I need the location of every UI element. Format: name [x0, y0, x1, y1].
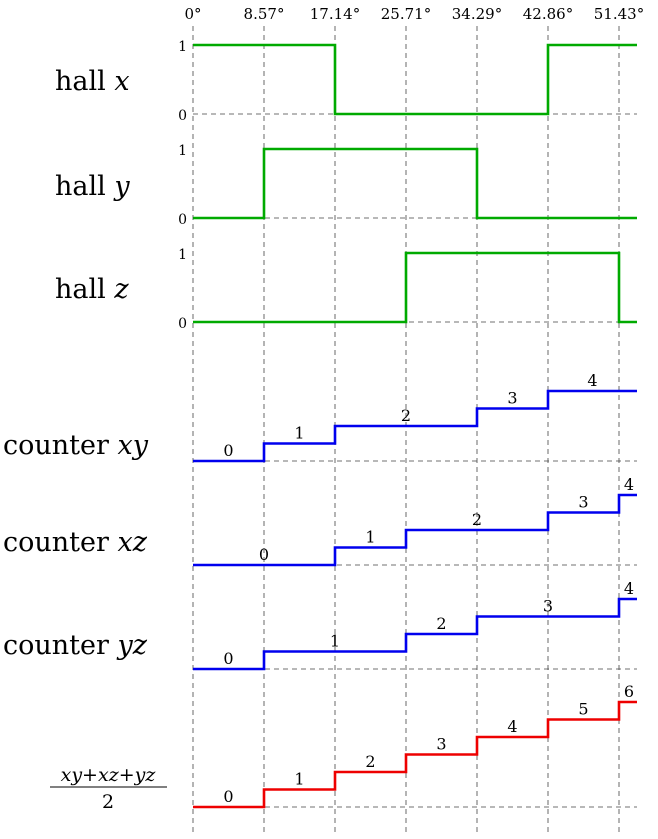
counter-yz-step-label: 4	[624, 579, 634, 598]
hall-row-y: 1 0 hall y	[55, 143, 637, 228]
counter-row-xy: 0 1 2 3 4 counter xy	[3, 371, 637, 463]
counter-row-xz: 0 1 2 3 4 counter xz	[3, 475, 637, 567]
hall-row-x: 1 0 hall x	[55, 39, 637, 124]
sum-row: 0 1 2 3 4 5 6 xy+xz+yz 2	[50, 682, 637, 813]
counter-row-yz: 0 1 2 3 4 counter yz	[3, 579, 637, 671]
counter-xz-step-label: 2	[472, 510, 482, 529]
sum-step-label: 3	[436, 735, 446, 754]
counter-xz-step-label: 0	[259, 545, 269, 564]
counter-xy-step-label: 4	[587, 371, 597, 390]
angle-tick-label: 17.14°	[310, 5, 360, 23]
angle-tick-label: 51.43°	[594, 5, 644, 23]
counter-xy-step-label: 2	[401, 406, 411, 425]
sum-step-label: 4	[507, 717, 517, 736]
counter-row-label: counter xz	[3, 527, 148, 558]
counter-xz-step-label: 1	[365, 528, 375, 547]
hall-high-label: 1	[178, 247, 187, 263]
hall-low-label: 0	[178, 108, 187, 124]
hall-row-label: hall x	[55, 66, 130, 97]
counter-yz-step-label: 1	[330, 632, 340, 651]
hall-row-z: 1 0 hall z	[55, 247, 637, 332]
counter-yz-step-label: 2	[436, 614, 446, 633]
angle-tick-labels: 0° 8.57° 17.14° 25.71° 34.29° 42.86° 51.43°	[184, 5, 644, 23]
hall-high-label: 1	[178, 39, 187, 55]
angle-tick-label: 42.86°	[523, 5, 573, 23]
counter-xz-step-label: 3	[578, 493, 588, 512]
sum-step-label: 1	[294, 770, 304, 789]
sum-step-label: 2	[365, 752, 375, 771]
sum-step-label: 6	[624, 682, 634, 701]
angle-tick-label: 25.71°	[381, 5, 431, 23]
counter-xy-step-label: 1	[294, 424, 304, 443]
hall-row-label: hall z	[55, 274, 129, 305]
hall-high-label: 1	[178, 143, 187, 159]
hall-rows: 1 0 hall x 1 0 hall y 1 0 hall z	[55, 39, 637, 332]
angle-tick-label: 8.57°	[244, 5, 285, 23]
sum-waveform	[193, 700, 637, 809]
counter-xz-step-label: 4	[624, 475, 634, 494]
counter-xy-waveform	[193, 389, 637, 463]
counter-row-label: counter yz	[3, 630, 148, 661]
hall-waveform-z	[193, 251, 637, 324]
sum-step-label: 0	[223, 787, 233, 806]
sum-denominator: 2	[102, 791, 114, 813]
angle-tick-label: 0°	[184, 5, 201, 23]
hall-low-label: 0	[178, 316, 187, 332]
hall-row-label: hall y	[55, 171, 130, 202]
counter-yz-step-label: 0	[223, 649, 233, 668]
counter-xz-waveform	[193, 493, 637, 567]
vertical-gridlines	[192, 26, 620, 836]
counter-yz-step-label: 3	[543, 597, 553, 616]
counter-xy-step-label: 3	[507, 389, 517, 408]
counter-row-label: counter xy	[3, 430, 149, 461]
hall-waveform-x	[193, 43, 637, 116]
hall-waveform-y	[193, 147, 637, 220]
angle-tick-label: 34.29°	[452, 5, 502, 23]
counter-xy-step-label: 0	[223, 441, 233, 460]
sum-step-label: 5	[578, 700, 588, 719]
hall-low-label: 0	[178, 212, 187, 228]
counter-rows: 0 1 2 3 4 counter xy 0 1 2 3 4 counter xz 0 1 2 3 4 count…	[3, 371, 637, 671]
sum-numerator: xy+xz+yz	[61, 764, 157, 786]
counter-yz-waveform	[193, 597, 637, 671]
